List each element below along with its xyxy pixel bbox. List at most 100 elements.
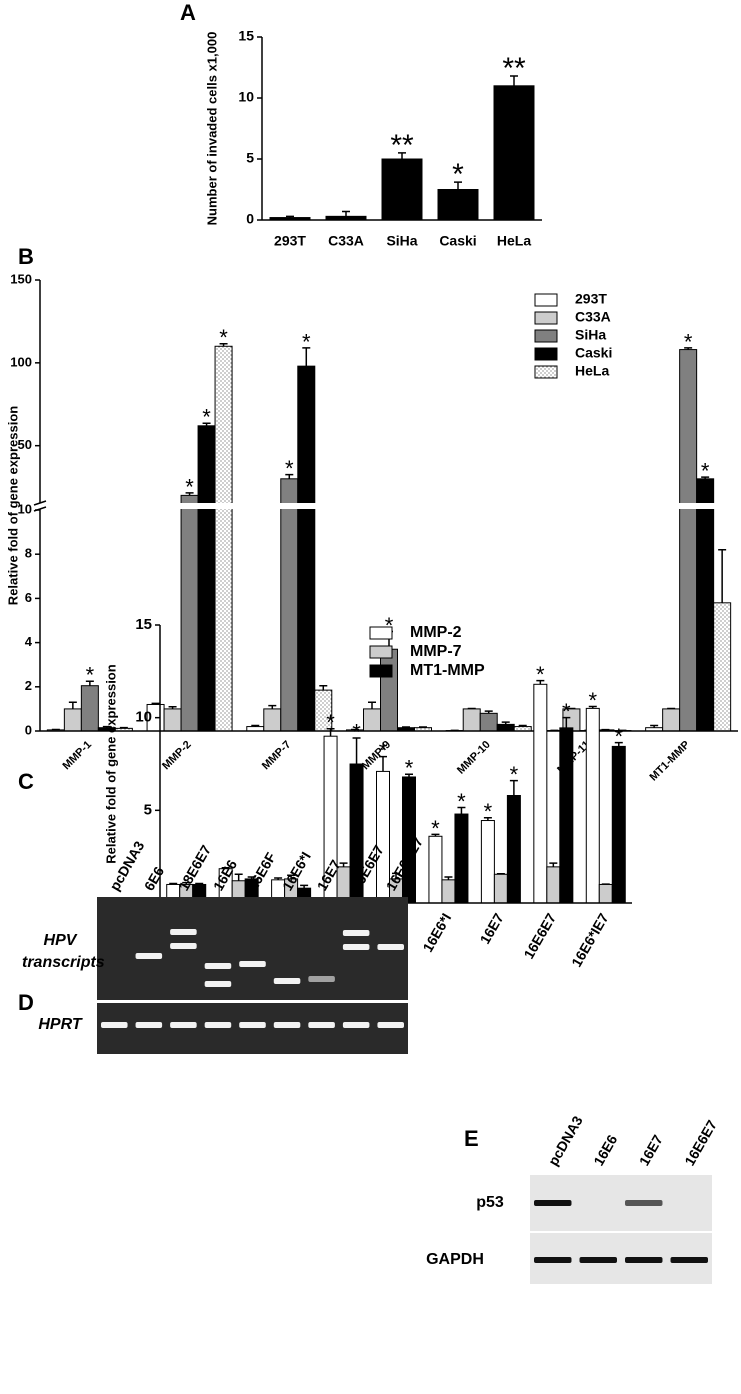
y-axis-label: Relative fold of gene expression — [5, 406, 20, 605]
legend-swatch — [534, 365, 558, 379]
bar — [662, 708, 681, 732]
gel-band — [101, 1022, 128, 1028]
gel-band — [273, 978, 301, 984]
error-bar — [392, 872, 400, 879]
legend-label: MT1-MMP — [410, 662, 485, 679]
x-tick-label: MMP-1 — [60, 739, 94, 773]
legend-label: MMP-2 — [410, 624, 462, 641]
significance-mark: * — [588, 688, 597, 713]
error-bar — [398, 152, 406, 159]
gel-band — [670, 1257, 708, 1263]
gel-band — [204, 1022, 232, 1028]
error-bar — [268, 704, 277, 709]
gel-band — [534, 1200, 572, 1206]
y-tick-label: 5 — [144, 801, 152, 818]
gel-band — [342, 944, 370, 950]
x-tick-label: MMP-2 — [160, 739, 194, 773]
x-tick-label: MMP-7 — [260, 739, 294, 773]
legend-label: HeLa — [575, 363, 609, 379]
panel-label: D — [18, 990, 34, 1015]
gel-band — [625, 1200, 663, 1206]
y-axis-label: Number of invaded cells x1,000 — [204, 32, 219, 226]
y-axis-label: Relative fold of gene expression — [103, 664, 118, 863]
lane-label: 16E7 — [636, 1132, 666, 1169]
y-tick-label: 10 — [135, 709, 152, 726]
x-tick-label: SiHa — [386, 233, 417, 249]
y-tick-label: 5 — [246, 150, 254, 166]
significance-mark: * — [684, 329, 693, 354]
legend-swatch — [534, 329, 558, 343]
bar — [493, 873, 508, 904]
error-bar — [339, 862, 348, 867]
significance-mark: * — [326, 710, 335, 735]
error-bar — [285, 473, 294, 479]
lane-label: 6E6 — [141, 864, 167, 894]
bar — [180, 494, 199, 732]
gel-band — [170, 943, 197, 949]
significance-mark: * — [457, 789, 466, 814]
error-bar — [68, 701, 77, 709]
bar — [496, 723, 515, 732]
bar — [533, 683, 548, 904]
legend-label: Caski — [575, 345, 612, 361]
bar — [546, 866, 561, 904]
significance-mark: * — [285, 456, 294, 481]
error-bar — [342, 210, 350, 217]
x-tick-label: C33A — [328, 233, 364, 249]
gel-band — [170, 1022, 197, 1028]
gel-band — [342, 930, 370, 936]
bar — [163, 708, 182, 732]
significance-mark: * — [405, 756, 414, 781]
x-tick-label: MT1-MMP — [648, 739, 693, 784]
gel-band — [377, 944, 404, 950]
gel-band — [308, 976, 335, 982]
bar — [713, 602, 732, 732]
significance-mark: ** — [502, 52, 526, 85]
error-bar — [368, 701, 376, 709]
x-tick-label: 16E6*IE7 — [568, 910, 612, 969]
panel-label: C — [18, 769, 34, 794]
bar — [263, 708, 282, 732]
error-bar — [287, 874, 296, 879]
bar — [611, 745, 626, 904]
bar — [441, 879, 456, 904]
gel-image — [97, 1003, 408, 1054]
legend-swatch — [369, 626, 393, 640]
x-tick-label: 293T — [274, 233, 306, 249]
gel-band — [135, 1022, 163, 1028]
gel-band — [273, 1022, 301, 1028]
gel-band — [135, 953, 163, 959]
bar — [493, 85, 535, 221]
bar — [679, 349, 698, 732]
y-tick-label: 4 — [25, 634, 33, 649]
bar — [696, 478, 715, 732]
bar — [428, 835, 443, 904]
significance-mark: * — [302, 329, 311, 354]
bar — [437, 189, 479, 221]
y-tick-label: 15 — [238, 28, 254, 44]
bar — [585, 707, 600, 904]
y-tick-label: 10 — [18, 501, 32, 516]
legend-label: C33A — [575, 309, 611, 325]
legend-label: 293T — [575, 291, 607, 307]
error-bar — [509, 779, 518, 796]
legend-swatch — [534, 311, 558, 325]
y-tick-label: 0 — [25, 722, 32, 737]
lane-label: 16E6 — [590, 1132, 620, 1169]
bar — [598, 883, 613, 904]
y-tick-label: 50 — [18, 437, 32, 452]
x-tick-label: 16E6E7 — [520, 910, 559, 961]
significance-mark: * — [614, 724, 623, 749]
x-tick-label: MMP-9 — [360, 739, 394, 773]
gel-band — [625, 1257, 663, 1263]
axis-break-mark — [33, 500, 47, 512]
error-bar — [234, 873, 243, 881]
significance-mark: * — [202, 405, 211, 430]
gel-band — [170, 929, 197, 935]
gel-row-label: GAPDH — [426, 1251, 484, 1268]
error-bar — [302, 347, 311, 367]
x-tick-label: 16E6*I — [419, 910, 454, 954]
error-bar — [379, 755, 387, 772]
